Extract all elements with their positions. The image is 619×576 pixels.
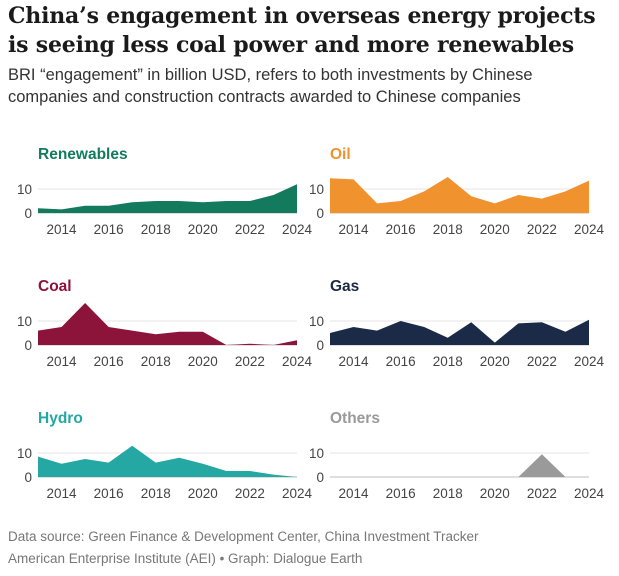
area-renewables [38, 184, 297, 213]
xtick-label-hydro-2014: 2014 [47, 486, 78, 501]
ytick-label-coal-0: 0 [24, 338, 32, 353]
xtick-label-oil-2020: 2020 [480, 222, 510, 237]
xtick-label-renewables-2018: 2018 [141, 222, 171, 237]
ytick-label-others-0: 0 [316, 470, 324, 485]
panel-title-oil: Oil [330, 146, 351, 163]
panel-title-gas: Gas [330, 278, 359, 295]
area-gas [330, 319, 589, 345]
xtick-label-hydro-2022: 2022 [235, 486, 265, 501]
panel-title-renewables: Renewables [38, 146, 128, 163]
xtick-label-gas-2016: 2016 [386, 354, 416, 369]
xtick-label-renewables-2014: 2014 [47, 222, 78, 237]
ytick-label-renewables-10: 10 [17, 182, 32, 197]
xtick-label-coal-2024: 2024 [282, 354, 313, 369]
xtick-label-hydro-2024: 2024 [282, 486, 313, 501]
panel-title-others: Others [330, 410, 380, 427]
xtick-label-others-2016: 2016 [386, 486, 416, 501]
xtick-label-gas-2022: 2022 [527, 354, 557, 369]
xtick-label-gas-2014: 2014 [339, 354, 370, 369]
xtick-label-renewables-2022: 2022 [235, 222, 265, 237]
xtick-label-renewables-2020: 2020 [188, 222, 218, 237]
panel-oil: Oil 0 10 2014 2016 2018 2020 2022 2024 [309, 146, 605, 237]
xtick-label-renewables-2016: 2016 [94, 222, 124, 237]
xtick-label-gas-2020: 2020 [480, 354, 510, 369]
xtick-label-gas-2018: 2018 [433, 354, 463, 369]
xtick-label-others-2024: 2024 [574, 486, 605, 501]
credit: American Enterprise Institute (AEI) • Gr… [8, 551, 363, 566]
xtick-label-hydro-2018: 2018 [141, 486, 171, 501]
panel-hydro: Hydro 0 10 2014 2016 2018 2020 2022 2024 [17, 410, 313, 501]
panel-title-coal: Coal [38, 278, 72, 295]
ytick-label-hydro-10: 10 [17, 446, 32, 461]
ytick-label-oil-10: 10 [309, 182, 324, 197]
panel-others: Others 0 10 2014 2016 2018 2020 2022 2024 [309, 410, 605, 501]
xtick-label-coal-2016: 2016 [94, 354, 124, 369]
chart-title: China’s engagement in overseas energy pr… [8, 3, 596, 58]
xtick-label-oil-2016: 2016 [386, 222, 416, 237]
ytick-label-hydro-0: 0 [24, 470, 32, 485]
xtick-label-oil-2014: 2014 [339, 222, 370, 237]
xtick-label-hydro-2020: 2020 [188, 486, 218, 501]
ytick-label-others-10: 10 [309, 446, 324, 461]
ytick-label-coal-10: 10 [17, 314, 32, 329]
xtick-label-coal-2014: 2014 [47, 354, 78, 369]
panel-gas: Gas 0 10 2014 2016 2018 2020 2022 2024 [309, 278, 605, 369]
xtick-label-others-2022: 2022 [527, 486, 557, 501]
ytick-label-renewables-0: 0 [24, 206, 32, 221]
ytick-label-gas-10: 10 [309, 314, 324, 329]
xtick-label-oil-2024: 2024 [574, 222, 605, 237]
xtick-label-others-2020: 2020 [480, 486, 510, 501]
xtick-label-others-2018: 2018 [433, 486, 463, 501]
xtick-label-others-2014: 2014 [339, 486, 370, 501]
xtick-label-coal-2020: 2020 [188, 354, 218, 369]
data-source: Data source: Green Finance & Development… [8, 529, 479, 544]
ytick-label-oil-0: 0 [316, 206, 324, 221]
xtick-label-oil-2022: 2022 [527, 222, 557, 237]
xtick-label-oil-2018: 2018 [433, 222, 463, 237]
xtick-label-coal-2022: 2022 [235, 354, 265, 369]
panel-coal: Coal 0 10 2014 2016 2018 2020 2022 2024 [17, 278, 313, 369]
xtick-label-gas-2024: 2024 [574, 354, 605, 369]
xtick-label-coal-2018: 2018 [141, 354, 171, 369]
area-hydro [38, 445, 297, 477]
xtick-label-hydro-2016: 2016 [94, 486, 124, 501]
chart-subtitle: BRI “engagement” in billion USD, refers … [8, 66, 533, 106]
ytick-label-gas-0: 0 [316, 338, 324, 353]
area-coal [38, 303, 297, 345]
area-oil [330, 177, 589, 213]
footer: Data source: Green Finance & Development… [8, 526, 612, 570]
panel-renewables: Renewables 0 10 2014 2016 2018 2020 2022 2024 [17, 146, 313, 237]
xtick-label-renewables-2024: 2024 [282, 222, 313, 237]
area-others [330, 454, 589, 477]
panel-title-hydro: Hydro [38, 410, 83, 427]
